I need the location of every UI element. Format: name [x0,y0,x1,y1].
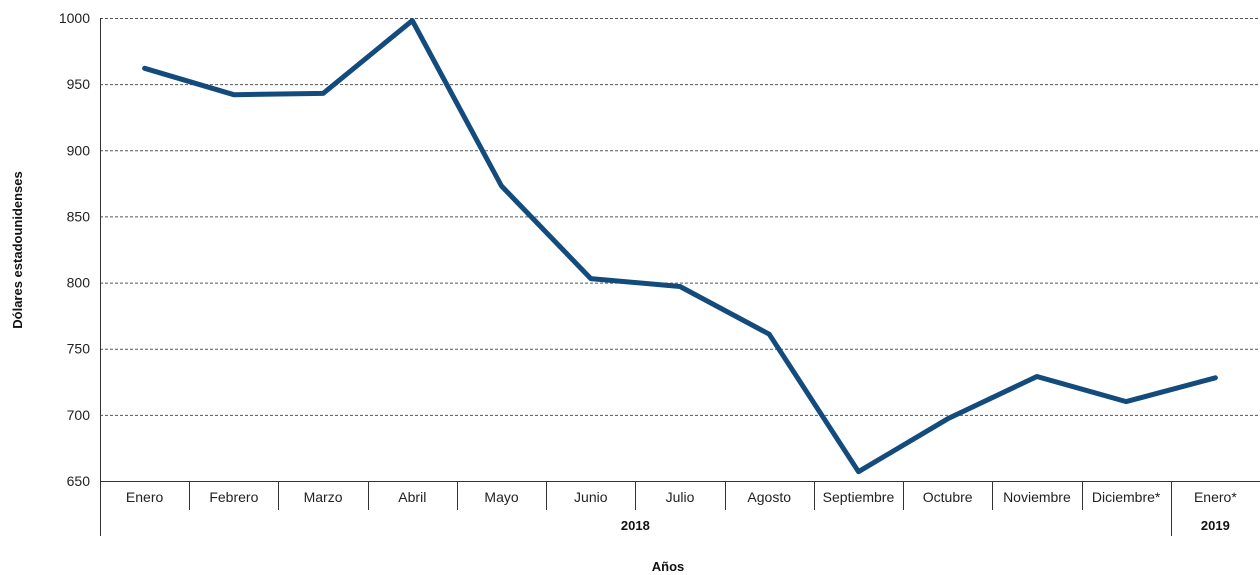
y-tick-label: 750 [67,341,91,357]
y-tick-label: 700 [67,407,91,423]
y-axis-title: Dólares estadounidenses [10,171,25,329]
x-tick-label: Mayo [484,489,518,505]
x-tick-label: Marzo [304,489,343,505]
x-tick-label: Febrero [209,489,258,505]
y-tick-label: 950 [67,76,91,92]
x-tick-label: Agosto [747,489,791,505]
grid-lines [100,18,1260,416]
y-tick-label: 1000 [59,10,90,26]
y-axis: 650 700 750 800 850 900 950 1000 [59,10,101,536]
x-tick-label: Enero* [1194,489,1237,505]
x-tick-label: Enero [126,489,164,505]
x-tick-label: Octubre [923,489,973,505]
x-axis: Enero Febrero Marzo Abril Mayo Junio Julio Agos… [100,481,1260,536]
y-tick-label: 650 [67,473,91,489]
x-tick-label: Septiembre [823,489,895,505]
x-axis-title: Años [652,559,685,574]
group-label-2018: 2018 [621,518,650,533]
y-tick-label: 900 [67,142,91,158]
y-tick-label: 850 [67,208,91,224]
y-tick-label: 800 [67,275,91,291]
x-tick-label: Julio [666,489,695,505]
series-line [142,18,1218,475]
x-tick-label: Diciembre* [1092,489,1161,505]
x-tick-label: Junio [574,489,608,505]
x-tick-label: Noviembre [1003,489,1071,505]
series-layer [142,18,1218,475]
x-tick-label: Abril [398,489,426,505]
group-label-2019: 2019 [1201,518,1230,533]
